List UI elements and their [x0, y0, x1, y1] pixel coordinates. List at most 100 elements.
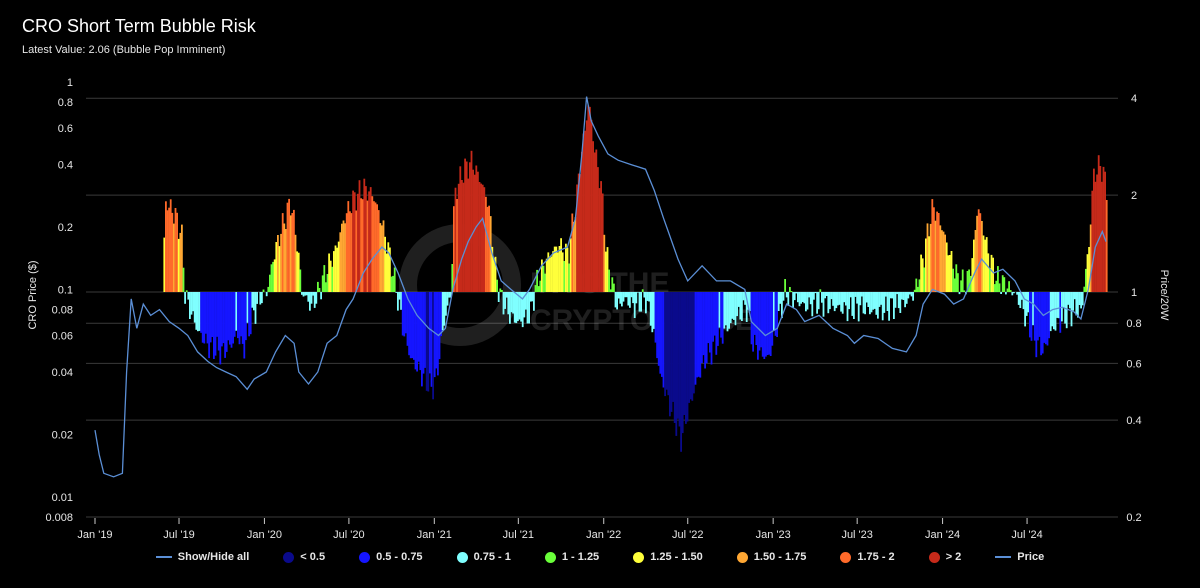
ratio-bar	[789, 287, 791, 292]
ratio-bar	[289, 215, 292, 292]
ratio-bar	[992, 257, 994, 292]
ratio-bar	[304, 292, 306, 296]
ratio-bar	[208, 292, 210, 359]
ratio-bar	[846, 292, 849, 322]
ratio-bar	[593, 152, 596, 292]
ratio-bar	[179, 232, 182, 292]
ratio-bar	[1030, 292, 1033, 341]
ratio-bar	[405, 292, 407, 334]
ratio-bar	[571, 213, 574, 292]
ratio-bar	[345, 213, 348, 292]
ratio-bar	[976, 215, 978, 292]
ratio-bar	[915, 278, 918, 292]
ratio-bar	[995, 280, 998, 292]
ratio-bar	[1073, 292, 1076, 300]
ratio-bar	[384, 236, 386, 292]
ratio-bar	[173, 223, 175, 292]
ratio-bar	[1043, 292, 1046, 343]
ratio-bar	[553, 246, 556, 292]
ratio-bar	[881, 292, 884, 321]
ratio-bar	[395, 292, 398, 293]
ratio-bar	[499, 288, 502, 292]
ratio-bar	[542, 265, 545, 292]
legend-dot-swatch	[359, 551, 371, 563]
ratio-bar	[984, 239, 986, 292]
ratio-bar	[437, 292, 439, 376]
ratio-bar	[1105, 200, 1108, 292]
ratio-bar	[605, 251, 607, 292]
legend-item[interactable]: 0.75 - 1	[456, 551, 511, 563]
ratio-bar	[856, 292, 858, 304]
ratio-bar	[1009, 290, 1012, 292]
ratio-bar	[616, 292, 618, 310]
ratio-bar	[753, 292, 756, 335]
ratio-bar	[816, 292, 818, 314]
ratio-bar	[912, 292, 914, 301]
ratio-bar	[585, 120, 588, 293]
legend-item[interactable]: Price	[995, 551, 1044, 563]
ratio-bar	[278, 246, 281, 292]
ratio-bar	[229, 292, 231, 345]
ratio-bar	[641, 289, 644, 292]
ratio-bar	[1053, 292, 1055, 330]
ratio-bar	[960, 280, 962, 292]
ratio-bar	[681, 292, 684, 434]
ratio-bar	[902, 292, 905, 300]
ratio-bar	[309, 292, 311, 311]
legend-item[interactable]: Show/Hide all	[155, 551, 249, 563]
ratio-bar	[1097, 155, 1100, 292]
ratio-bar	[929, 223, 932, 292]
ratio-bar	[723, 292, 726, 329]
ratio-bar	[713, 292, 716, 336]
legend-item[interactable]: 1.50 - 1.75	[736, 551, 806, 563]
ratio-bar	[1003, 277, 1006, 292]
legend-label: 1.25 - 1.50	[650, 551, 703, 563]
ratio-bar	[408, 292, 410, 356]
ratio-bar	[854, 292, 857, 297]
ratio-bar	[193, 292, 196, 323]
ratio-bar	[888, 292, 890, 321]
ratio-bar	[654, 292, 657, 343]
ratio-bar	[952, 268, 954, 292]
right-tick-label: 1	[1131, 287, 1137, 299]
ratio-bar	[901, 292, 903, 300]
ratio-bar	[552, 251, 554, 292]
ratio-bar	[755, 292, 758, 345]
ratio-bar	[909, 292, 911, 295]
ratio-bar	[315, 292, 318, 304]
ratio-bar	[515, 292, 518, 324]
ratio-bar	[406, 292, 409, 346]
legend-item[interactable]: 0.5 - 0.75	[359, 551, 423, 563]
ratio-bar	[403, 292, 406, 337]
ratio-bar	[307, 292, 310, 302]
ratio-bar	[1029, 292, 1031, 338]
ratio-bar	[582, 133, 585, 292]
legend-item[interactable]: 1.75 - 2	[840, 551, 895, 563]
legend-item[interactable]: 1 - 1.25	[544, 551, 599, 563]
ratio-bar	[934, 220, 937, 292]
ratio-bar	[899, 292, 902, 313]
ratio-bar	[565, 243, 567, 292]
ratio-bar	[841, 292, 844, 314]
ratio-bar	[702, 292, 705, 356]
ratio-bar	[784, 279, 786, 292]
ratio-bar	[1069, 292, 1071, 309]
ratio-bar	[832, 292, 834, 306]
ratio-bar	[342, 220, 345, 292]
ratio-bar	[1017, 292, 1020, 305]
ratio-bar	[529, 292, 532, 302]
legend-item[interactable]: < 0.5	[283, 551, 325, 563]
ratio-bar	[361, 199, 364, 292]
ratio-bar	[1000, 292, 1002, 294]
ratio-bar	[971, 258, 974, 292]
legend-label: > 2	[945, 551, 962, 563]
ratio-bar	[438, 292, 441, 360]
legend-item[interactable]: 1.25 - 1.50	[633, 551, 703, 563]
ratio-bar	[1075, 292, 1078, 316]
ratio-bar	[333, 251, 335, 292]
ratio-bar	[849, 292, 852, 298]
ratio-bar	[851, 292, 854, 316]
ratio-bar	[611, 277, 614, 292]
legend-item[interactable]: > 2	[928, 551, 962, 563]
ratio-bar	[997, 266, 999, 292]
